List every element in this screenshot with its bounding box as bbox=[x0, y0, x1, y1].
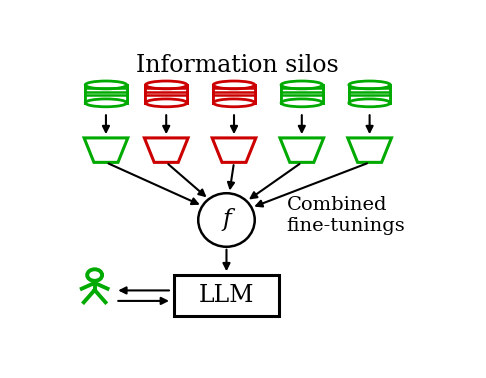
FancyBboxPatch shape bbox=[174, 275, 279, 316]
Ellipse shape bbox=[213, 99, 255, 107]
Ellipse shape bbox=[145, 81, 187, 89]
Ellipse shape bbox=[85, 81, 127, 89]
Polygon shape bbox=[144, 138, 188, 163]
Polygon shape bbox=[213, 85, 255, 103]
Polygon shape bbox=[85, 85, 127, 103]
Polygon shape bbox=[84, 138, 128, 163]
Ellipse shape bbox=[85, 99, 127, 107]
Ellipse shape bbox=[198, 193, 255, 247]
Text: f: f bbox=[222, 209, 231, 231]
Ellipse shape bbox=[349, 99, 390, 107]
Text: LLM: LLM bbox=[199, 284, 254, 307]
Polygon shape bbox=[280, 138, 324, 163]
Polygon shape bbox=[212, 138, 256, 163]
Polygon shape bbox=[349, 85, 390, 103]
Polygon shape bbox=[281, 85, 323, 103]
Ellipse shape bbox=[281, 99, 323, 107]
Polygon shape bbox=[145, 85, 187, 103]
Text: Combined
fine-tunings: Combined fine-tunings bbox=[287, 196, 405, 235]
Ellipse shape bbox=[145, 99, 187, 107]
Ellipse shape bbox=[213, 81, 255, 89]
Text: Information silos: Information silos bbox=[137, 54, 339, 77]
Ellipse shape bbox=[349, 81, 390, 89]
Polygon shape bbox=[348, 138, 391, 163]
Ellipse shape bbox=[281, 81, 323, 89]
